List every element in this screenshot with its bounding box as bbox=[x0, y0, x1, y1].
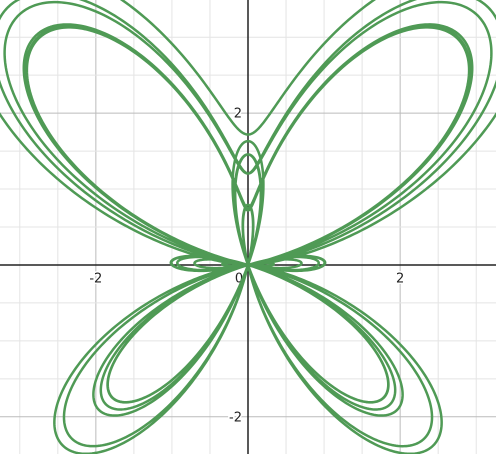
x-tick-label: 2 bbox=[396, 271, 404, 286]
x-tick-label: 0 bbox=[235, 271, 243, 286]
y-tick-label: -2 bbox=[229, 410, 242, 425]
x-tick-label: -2 bbox=[89, 271, 102, 286]
y-tick-label: 2 bbox=[234, 107, 242, 122]
